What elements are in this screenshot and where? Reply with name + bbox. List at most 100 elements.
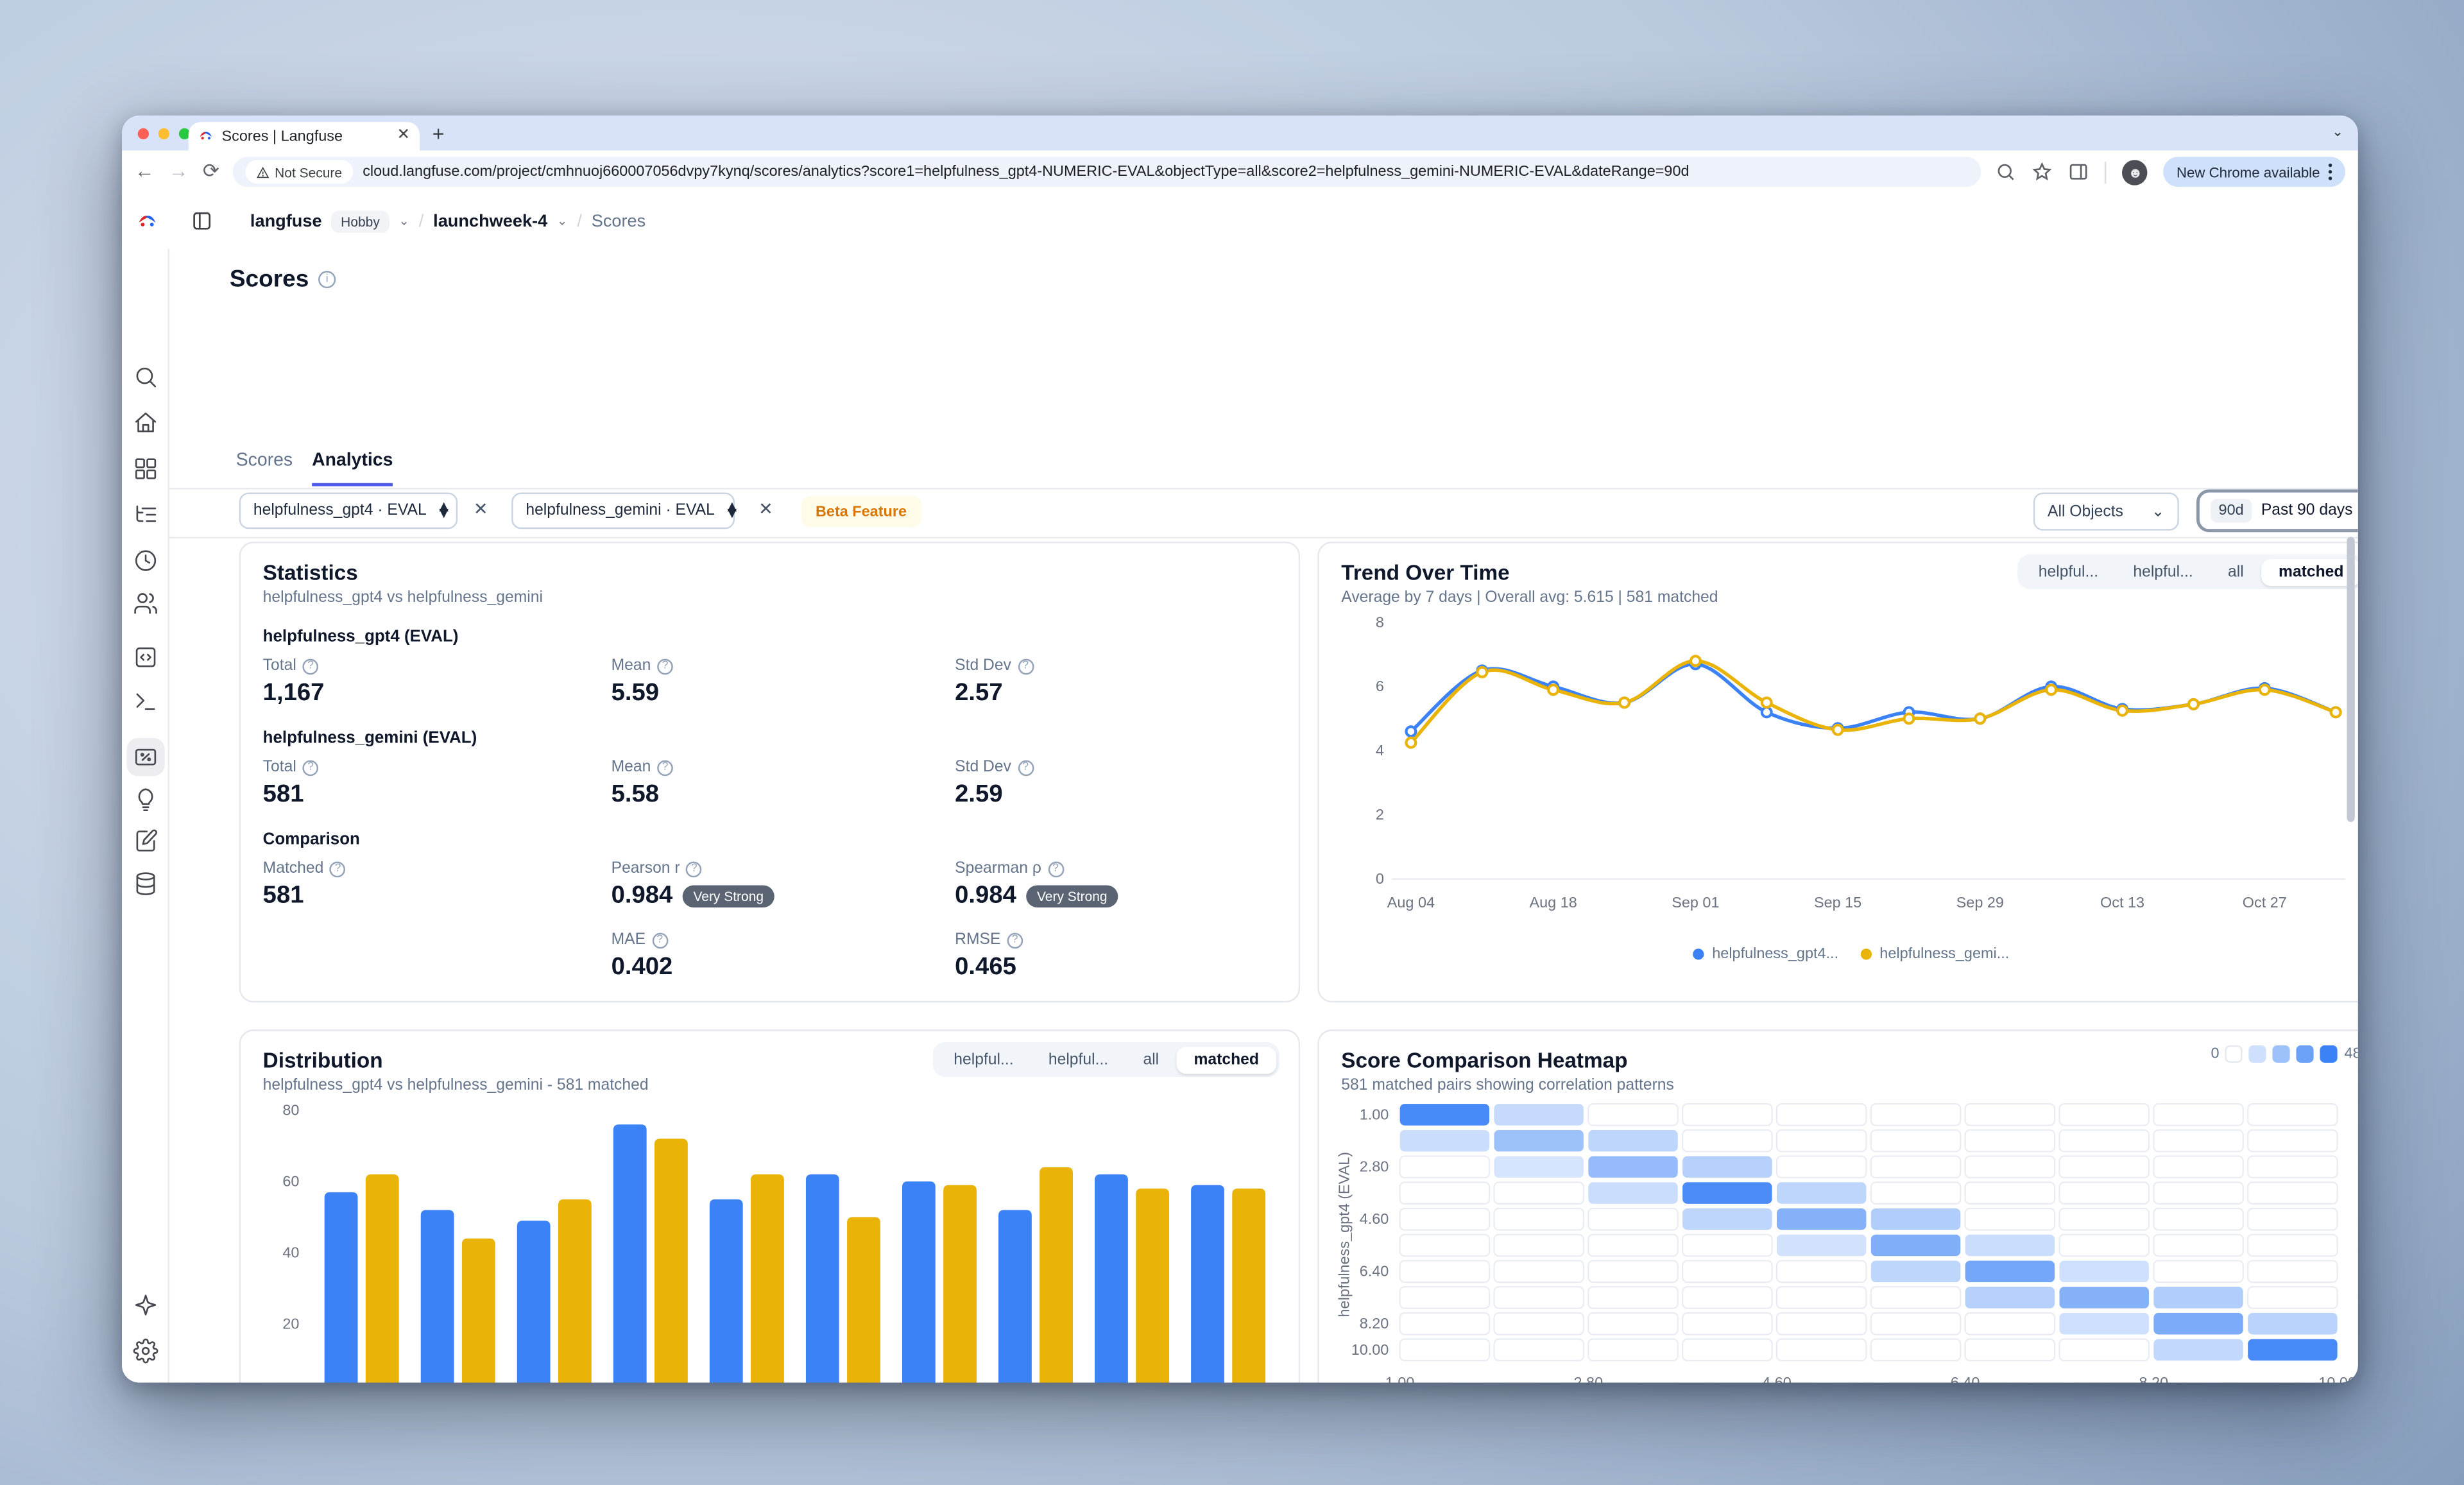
info-icon[interactable]: i <box>318 271 336 289</box>
svg-text:6: 6 <box>1376 678 1384 694</box>
breadcrumb-project[interactable]: launchweek-4 <box>433 211 548 231</box>
trend-card: Trend Over Time Average by 7 days | Over… <box>1317 542 2358 1003</box>
new-tab-button[interactable]: + <box>432 122 445 146</box>
help-icon[interactable]: ? <box>1047 861 1064 877</box>
playground-terminal-icon[interactable] <box>126 683 164 721</box>
bookmark-star-icon[interactable] <box>2032 162 2053 182</box>
users-icon[interactable] <box>126 585 164 622</box>
breadcrumb-org[interactable]: langfuse <box>250 211 322 231</box>
help-icon[interactable]: ? <box>657 759 673 776</box>
sidebar-toggle-icon[interactable] <box>192 210 212 231</box>
stat-item: Std Dev? 2.57 <box>955 657 1276 708</box>
tab-analytics[interactable]: Analytics <box>312 451 393 486</box>
stat-label: MAE <box>611 931 646 949</box>
heatmap-legend: 0 48 <box>2211 1045 2358 1063</box>
trend-filter-group: helpful... helpful... all matched <box>2017 554 2358 590</box>
help-icon[interactable]: ? <box>1007 932 1023 949</box>
stat-label: Mean <box>611 657 651 675</box>
org-chevron-icon[interactable]: ⌄ <box>398 214 409 228</box>
warning-icon <box>257 166 270 177</box>
chrome-update-badge[interactable]: New Chrome available <box>2164 157 2345 187</box>
tab-scores[interactable]: Scores <box>235 451 293 470</box>
trend-title: Trend Over Time <box>1341 560 1510 585</box>
help-icon[interactable]: ? <box>1017 759 1034 776</box>
security-label: Not Secure <box>275 164 343 180</box>
browser-tab[interactable]: Scores | Langfuse ✕ <box>188 122 420 151</box>
score2-filter-chip[interactable]: helpfulness_gemini · EVAL ▲ ▼ <box>511 492 740 529</box>
window-close-button[interactable] <box>137 128 149 140</box>
profile-avatar[interactable]: ☻ <box>2123 159 2148 185</box>
svg-text:helpfulness_gpt4 (EVAL): helpfulness_gpt4 (EVAL) <box>1336 1152 1353 1318</box>
statistics-subtitle: helpfulness_gpt4 vs helpfulness_gemini <box>262 589 543 607</box>
forward-icon[interactable]: → <box>168 160 189 183</box>
stat-item: Pearson r? 0.984 Very Strong <box>612 860 955 911</box>
trend-legend: helpfulness_gpt4... helpfulness_gemi... <box>1319 945 2358 963</box>
side-panel-icon[interactable] <box>2069 162 2089 182</box>
breadcrumb: langfuse Hobby ⌄ / launchweek-4 ⌄ / Scor… <box>250 209 646 232</box>
filter-button-all[interactable]: all <box>1125 1046 1176 1073</box>
trend-line-chart: 0 2 4 6 8 Aug 04 Aug 18 Sep 01 Sep 15 Sep 29 Oct 1… <box>1376 614 2345 911</box>
stat-item: Total? 1,167 <box>263 657 612 708</box>
scrollbar[interactable] <box>2347 536 2354 822</box>
evaluators-lightbulb-icon[interactable] <box>126 781 164 819</box>
search-icon[interactable] <box>126 358 164 396</box>
window-minimize-button[interactable] <box>158 128 170 140</box>
security-chip[interactable]: Not Secure <box>246 160 354 184</box>
support-lifebuoy-icon[interactable] <box>126 1375 164 1382</box>
legend-item: helpfulness_gemi... <box>1860 945 2009 963</box>
statistics-title: Statistics <box>262 560 358 585</box>
filter-button-matched[interactable]: matched <box>1176 1046 1277 1074</box>
annotation-clipboard-icon[interactable] <box>126 822 164 860</box>
filter-button-helpful[interactable]: helpful... <box>1031 1046 1126 1073</box>
langfuse-logo <box>139 214 156 226</box>
beta-feature-badge: Beta Feature <box>801 495 921 528</box>
filter-button-helpful[interactable]: helpful... <box>936 1046 1031 1073</box>
tracing-icon[interactable] <box>126 495 164 533</box>
trend-subtitle: Average by 7 days | Overall avg: 5.615 |… <box>1341 589 1718 607</box>
heatmap-subtitle: 581 matched pairs showing correlation pa… <box>1341 1077 1674 1095</box>
help-icon[interactable]: ? <box>330 861 346 877</box>
svg-text:10.00: 10.00 <box>1351 1341 1389 1358</box>
help-icon[interactable]: ? <box>657 658 673 674</box>
date-range-select[interactable]: 90d Past 90 days ⌄ <box>2196 489 2358 533</box>
kebab-menu-icon[interactable] <box>2328 163 2332 180</box>
back-icon[interactable]: ← <box>134 160 155 183</box>
reload-icon[interactable]: ⟳ <box>202 160 219 183</box>
window-zoom-button[interactable] <box>178 128 191 140</box>
filter-button-matched[interactable]: matched <box>2261 558 2358 585</box>
sessions-clock-icon[interactable] <box>126 542 164 579</box>
help-icon[interactable]: ? <box>651 932 668 949</box>
prompts-code-icon[interactable] <box>126 639 164 676</box>
stat-item: Std Dev? 2.59 <box>955 759 1276 809</box>
datasets-database-icon[interactable] <box>126 864 164 902</box>
dashboards-icon[interactable] <box>126 450 164 488</box>
tab-close-icon[interactable]: ✕ <box>397 126 411 144</box>
zoom-icon[interactable] <box>1996 162 2017 182</box>
home-icon[interactable] <box>126 404 164 442</box>
tab-search-chevron-icon[interactable]: ⌄ <box>2331 123 2344 140</box>
svg-text:Aug 04: Aug 04 <box>1387 894 1435 911</box>
filter-button-all[interactable]: all <box>2211 558 2261 585</box>
score2-remove-icon[interactable]: ✕ <box>758 500 773 520</box>
url-bar[interactable]: Not Secure cloud.langfuse.com/project/cm… <box>233 157 1982 187</box>
object-type-select[interactable]: All Objects ⌄ <box>2033 492 2179 531</box>
settings-gear-icon[interactable] <box>126 1332 164 1370</box>
whats-new-sparkle-icon[interactable] <box>126 1286 164 1324</box>
score1-remove-icon[interactable]: ✕ <box>473 500 488 520</box>
help-icon[interactable]: ? <box>302 658 319 674</box>
scores-icon[interactable] <box>126 738 165 777</box>
filter-button-helpful[interactable]: helpful... <box>2021 558 2116 585</box>
score1-filter-chip[interactable]: helpfulness_gpt4 · EVAL ▲ ▼ <box>239 492 458 529</box>
stat-value: 0.402 <box>611 953 673 981</box>
heat-legend-swatch <box>2297 1045 2314 1063</box>
help-icon[interactable]: ? <box>1017 658 1034 674</box>
project-chevron-icon[interactable]: ⌄ <box>557 214 568 228</box>
stat-item: MAE? 0.402 <box>612 931 955 982</box>
filter-button-helpful[interactable]: helpful... <box>2116 558 2211 585</box>
chevron-updown-icon2: ▲ ▼ <box>724 498 740 522</box>
help-icon[interactable]: ? <box>302 759 319 776</box>
svg-text:4: 4 <box>1376 742 1384 759</box>
stat-item: Matched? 581 <box>263 860 612 911</box>
help-icon[interactable]: ? <box>686 861 703 877</box>
